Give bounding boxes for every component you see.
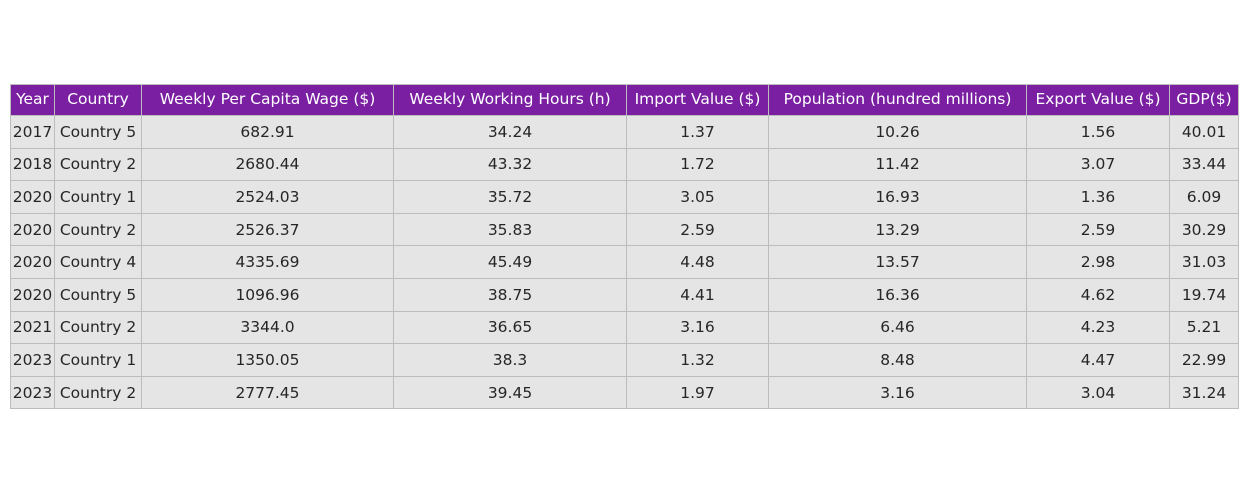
table-cell: 35.83 — [393, 212, 627, 247]
table-cell: Country 1 — [54, 343, 142, 377]
table-cell: 19.74 — [1169, 277, 1239, 312]
table-cell: 2020 — [10, 180, 55, 214]
table-cell: 2023 — [10, 375, 55, 410]
column-header-weekly-hours: Weekly Working Hours (h) — [393, 84, 627, 116]
table-cell: 13.57 — [768, 245, 1027, 279]
table-cell: 2680.44 — [141, 147, 394, 182]
table-cell: Country 5 — [54, 115, 142, 149]
table-cell: 3.05 — [626, 180, 769, 214]
table-cell: 30.29 — [1169, 212, 1239, 247]
table-cell: 4.48 — [626, 245, 769, 279]
table-cell: Country 5 — [54, 277, 142, 312]
table-cell: 38.75 — [393, 277, 627, 312]
table-cell: 43.32 — [393, 147, 627, 182]
table-row: 2023 Country 1 1350.05 38.3 1.32 8.48 4.47 22.9… — [10, 343, 1239, 377]
column-header-weekly-wage: Weekly Per Capita Wage ($) — [141, 84, 394, 116]
column-header-population: Population (hundred millions) — [768, 84, 1027, 116]
table-cell: 3.04 — [1026, 375, 1170, 410]
table-cell: 6.46 — [768, 310, 1027, 345]
table-row: 2018 Country 2 2680.44 43.32 1.72 11.42 3.07 33… — [10, 147, 1239, 182]
table-cell: 1.56 — [1026, 115, 1170, 149]
data-table: Year Country Weekly Per Capita Wage ($) … — [10, 84, 1239, 410]
table-cell: 5.21 — [1169, 310, 1239, 345]
table-cell: 1.97 — [626, 375, 769, 410]
table-cell: 1096.96 — [141, 277, 394, 312]
table-cell: 16.93 — [768, 180, 1027, 214]
table-cell: 34.24 — [393, 115, 627, 149]
table-cell: 2526.37 — [141, 212, 394, 247]
table-cell: 2.98 — [1026, 245, 1170, 279]
table-cell: 3344.0 — [141, 310, 394, 345]
table-body: 2017 Country 5 682.91 34.24 1.37 10.26 1.56 40.… — [10, 115, 1239, 410]
table-cell: 4.41 — [626, 277, 769, 312]
column-header-country: Country — [54, 84, 142, 116]
table-cell: Country 2 — [54, 375, 142, 410]
table-cell: Country 2 — [54, 212, 142, 247]
table-cell: 1.37 — [626, 115, 769, 149]
table-cell: 2.59 — [1026, 212, 1170, 247]
table-cell: 4.23 — [1026, 310, 1170, 345]
table-cell: 10.26 — [768, 115, 1027, 149]
table-row: 2023 Country 2 2777.45 39.45 1.97 3.16 3.04 31.… — [10, 375, 1239, 410]
data-table-container: Year Country Weekly Per Capita Wage ($) … — [10, 84, 1239, 410]
table-cell: 2020 — [10, 212, 55, 247]
table-cell: Country 1 — [54, 180, 142, 214]
table-cell: 16.36 — [768, 277, 1027, 312]
table-row: 2017 Country 5 682.91 34.24 1.37 10.26 1.56 40.… — [10, 115, 1239, 149]
table-cell: 1.72 — [626, 147, 769, 182]
table-cell: 2018 — [10, 147, 55, 182]
column-header-import-value: Import Value ($) — [626, 84, 769, 116]
table-cell: 682.91 — [141, 115, 394, 149]
table-cell: 2020 — [10, 277, 55, 312]
table-header-row: Year Country Weekly Per Capita Wage ($) … — [10, 84, 1239, 116]
table-cell: 2021 — [10, 310, 55, 345]
table-cell: Country 4 — [54, 245, 142, 279]
table-cell: 13.29 — [768, 212, 1027, 247]
table-cell: 35.72 — [393, 180, 627, 214]
table-row: 2020 Country 5 1096.96 38.75 4.41 16.36 4.62 19… — [10, 277, 1239, 312]
table-cell: 4.62 — [1026, 277, 1170, 312]
table-cell: 1350.05 — [141, 343, 394, 377]
table-cell: 22.99 — [1169, 343, 1239, 377]
table-cell: 4.47 — [1026, 343, 1170, 377]
table-cell: 31.03 — [1169, 245, 1239, 279]
table-cell: 3.16 — [768, 375, 1027, 410]
table-cell: 39.45 — [393, 375, 627, 410]
table-cell: 1.36 — [1026, 180, 1170, 214]
table-row: 2020 Country 2 2526.37 35.83 2.59 13.29 2.59 30… — [10, 212, 1239, 247]
table-cell: 2777.45 — [141, 375, 394, 410]
table-cell: 2524.03 — [141, 180, 394, 214]
table-cell: 33.44 — [1169, 147, 1239, 182]
table-cell: 4335.69 — [141, 245, 394, 279]
table-cell: 2017 — [10, 115, 55, 149]
table-cell: 38.3 — [393, 343, 627, 377]
table-cell: 11.42 — [768, 147, 1027, 182]
table-cell: 2023 — [10, 343, 55, 377]
table-cell: 40.01 — [1169, 115, 1239, 149]
table-cell: 1.32 — [626, 343, 769, 377]
table-cell: 3.07 — [1026, 147, 1170, 182]
table-cell: Country 2 — [54, 310, 142, 345]
column-header-gdp: GDP($) — [1169, 84, 1239, 116]
column-header-year: Year — [10, 84, 55, 116]
table-cell: 45.49 — [393, 245, 627, 279]
table-cell: 6.09 — [1169, 180, 1239, 214]
table-cell: 36.65 — [393, 310, 627, 345]
table-row: 2021 Country 2 3344.0 36.65 3.16 6.46 4.23 5.21 — [10, 310, 1239, 345]
table-cell: 2020 — [10, 245, 55, 279]
table-row: 2020 Country 1 2524.03 35.72 3.05 16.93 1.36 6.… — [10, 180, 1239, 214]
table-row: 2020 Country 4 4335.69 45.49 4.48 13.57 2.98 31… — [10, 245, 1239, 279]
table-cell: 2.59 — [626, 212, 769, 247]
table-cell: 31.24 — [1169, 375, 1239, 410]
table-cell: 8.48 — [768, 343, 1027, 377]
table-cell: 3.16 — [626, 310, 769, 345]
table-cell: Country 2 — [54, 147, 142, 182]
column-header-export-value: Export Value ($) — [1026, 84, 1170, 116]
